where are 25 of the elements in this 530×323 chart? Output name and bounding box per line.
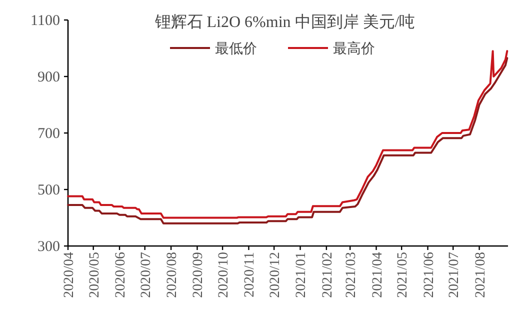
y-tick-label: 900 — [38, 70, 60, 86]
title: 锂辉石 Li2O 6%min 中国到岸 美元/吨 — [154, 14, 416, 31]
x-tick-label: 2021/04 — [370, 252, 386, 298]
x-tick-label: 2020/08 — [165, 252, 180, 298]
x-tick-label: 2021/07 — [447, 252, 462, 298]
y-tick-label: 500 — [38, 182, 60, 198]
legend-label: 最低价 — [215, 41, 257, 57]
x-tick-label: 2021/02 — [320, 252, 336, 298]
x-tick-label: 2020/12 — [268, 252, 284, 298]
x-tick-label: 2021/08 — [473, 252, 488, 298]
x-tick-label: 2020/09 — [191, 252, 206, 298]
y-tick-label: 300 — [38, 239, 60, 255]
x-tick-label: 2020/10 — [216, 252, 232, 298]
x-tick-label: 2020/05 — [87, 252, 102, 298]
x-tick-label: 2020/07 — [138, 252, 154, 298]
x-tick-label: 2021/05 — [396, 252, 411, 298]
y-tick-label: 700 — [38, 126, 60, 142]
x-tick-label: 2021/06 — [422, 252, 437, 298]
x-tick-label: 2021/03 — [344, 252, 360, 298]
x-tick-label: 2020/11 — [242, 252, 258, 298]
y-tick-label: 1100 — [30, 13, 60, 29]
x-tick-label: 2020/04 — [62, 252, 77, 298]
x-tick-label: 2020/06 — [114, 252, 129, 298]
legend-label: 最高价 — [333, 41, 375, 57]
x-tick-label: 2021/01 — [294, 252, 310, 298]
